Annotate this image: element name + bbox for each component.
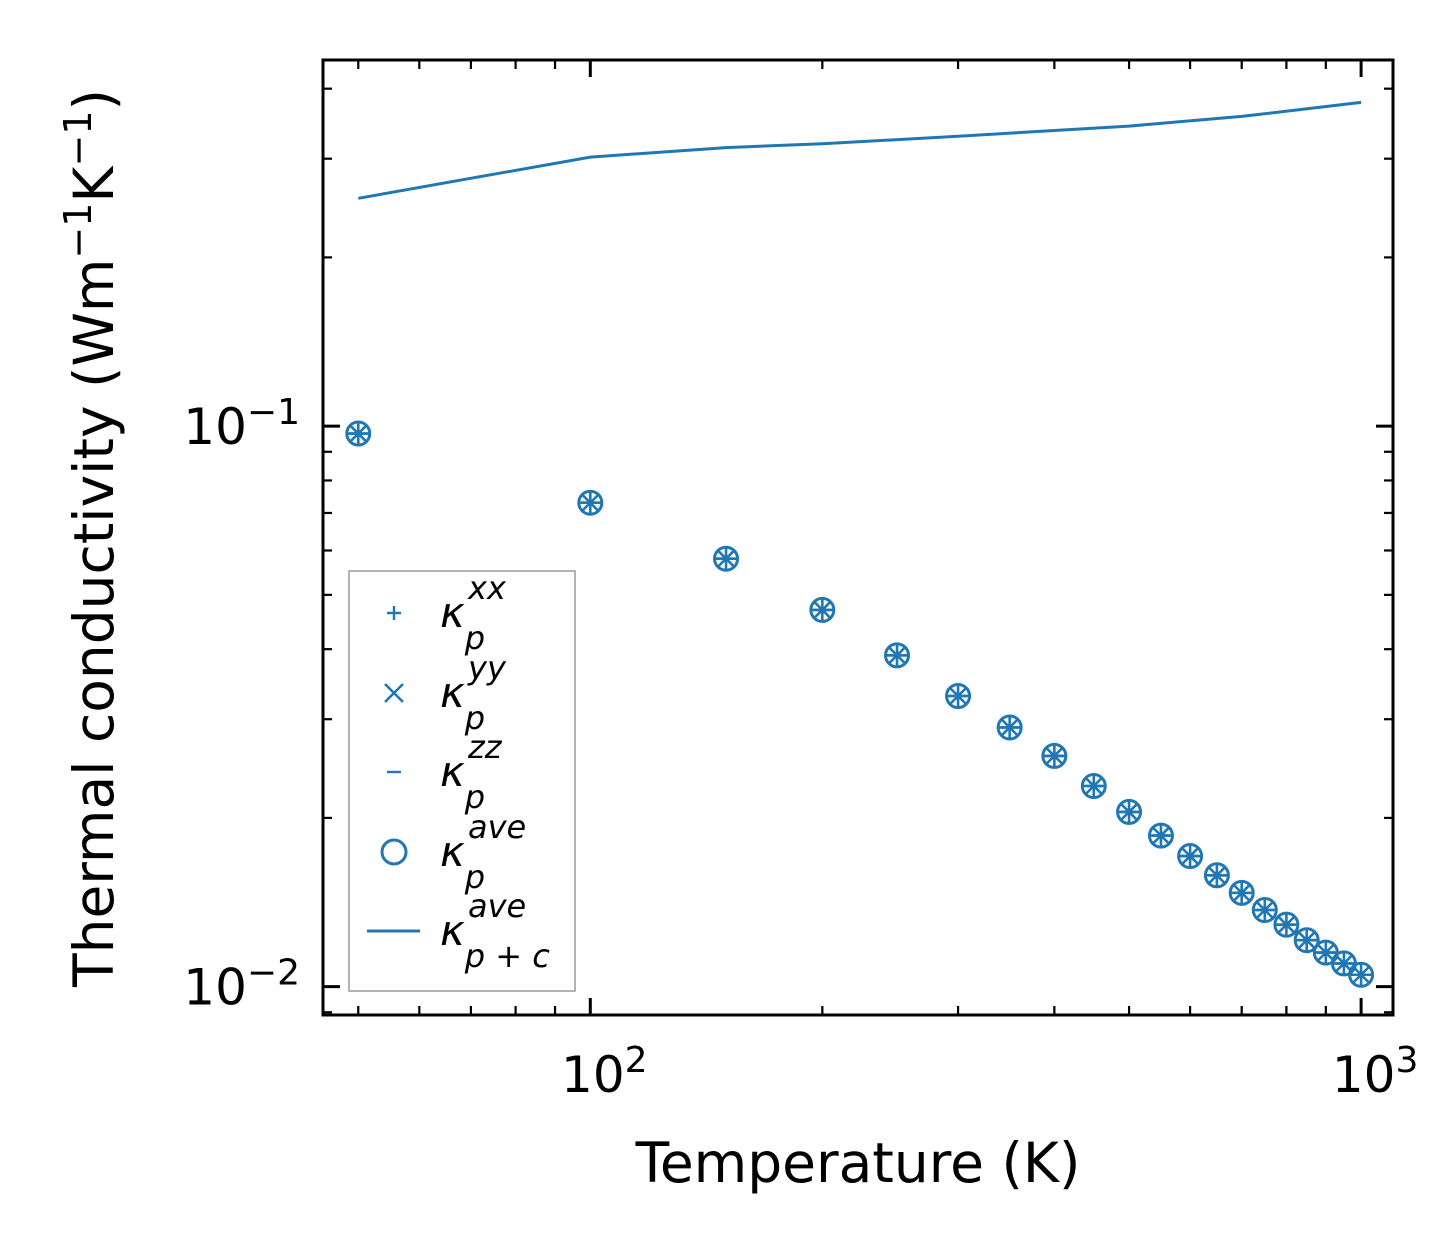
series-kappa_p+c^ave [358,100,1362,200]
data-point-kappa_p^ave [1041,742,1068,769]
legend-x-swatch [384,683,404,703]
data-point-kappa_p^ave [1273,911,1300,938]
series-kappa_p^zz [349,432,1371,977]
data-point-kappa_p^ave [345,420,372,447]
data-point-kappa_p^ave [1203,862,1230,889]
y-axis-unit-exp1: −1 [56,203,100,259]
legend-plus-swatch [387,606,401,620]
y-axis-unit-exp2: −1 [56,110,100,166]
series-kappa_p^ave [345,420,1375,988]
y-tick-label: 10−1 [183,392,300,456]
y-tick-label: 10−2 [183,953,300,1017]
data-point-kappa_p^ave [1293,927,1320,954]
legend-entry-kappa_p^yy: κpyy [384,649,507,737]
data-point-kappa_p^ave [1080,773,1107,800]
x-tick-label: 103 [1332,1040,1419,1104]
data-point-kappa_p^ave [1228,879,1255,906]
data-point-kappa_p^ave [577,489,604,516]
data-point-kappa_p^ave [996,714,1023,741]
tick-labels: 102 103 10−2 10−1 [183,392,1418,1104]
axis-ticks [323,60,1393,1015]
series-line-kappa_p+c^ave [358,100,1362,200]
data-point-kappa_p^ave [884,642,911,669]
data-point-kappa_p^ave [1177,843,1204,870]
data-point-kappa_p^ave [1251,897,1278,924]
data-point-kappa_p^ave [809,596,836,623]
legend-label: κpave [440,808,526,896]
plot-frame [321,58,1395,1017]
legend-label: κpxx [440,569,507,657]
data-point-kappa_p^ave [1348,961,1375,988]
legend-label: κpyy [440,649,507,737]
y-axis-unit-close: ) [62,89,126,110]
x-tick-label: 102 [561,1040,648,1104]
data-point-kappa_p^ave [713,545,740,572]
data-marks [345,100,1375,988]
data-point-kappa_p^ave [945,683,972,710]
legend-circle-swatch [380,838,408,866]
legend-label: κpzz [440,728,503,816]
x-axis-label: Temperature (K) [635,1131,1081,1195]
data-point-kappa_p^ave [1116,798,1143,825]
y-axis-unit-k: K [62,165,126,203]
legend-entry-kappa_p^xx: κpxx [387,569,507,657]
legend-box [348,570,576,992]
legend-label: κp + cave [440,887,550,975]
legend-entry-kappa_p^ave: κpave [380,808,526,896]
y-axis-label: Thermal conductivity (Wm−1K−1) [56,89,126,988]
legend-entry-kappa_p^zz: κpzz [387,728,503,816]
y-axis-label-text: Thermal conductivity (Wm [62,259,126,988]
legend-entry-kappa_p+c^ave: κp + cave [367,887,550,975]
data-point-kappa_p^ave [1147,822,1174,849]
